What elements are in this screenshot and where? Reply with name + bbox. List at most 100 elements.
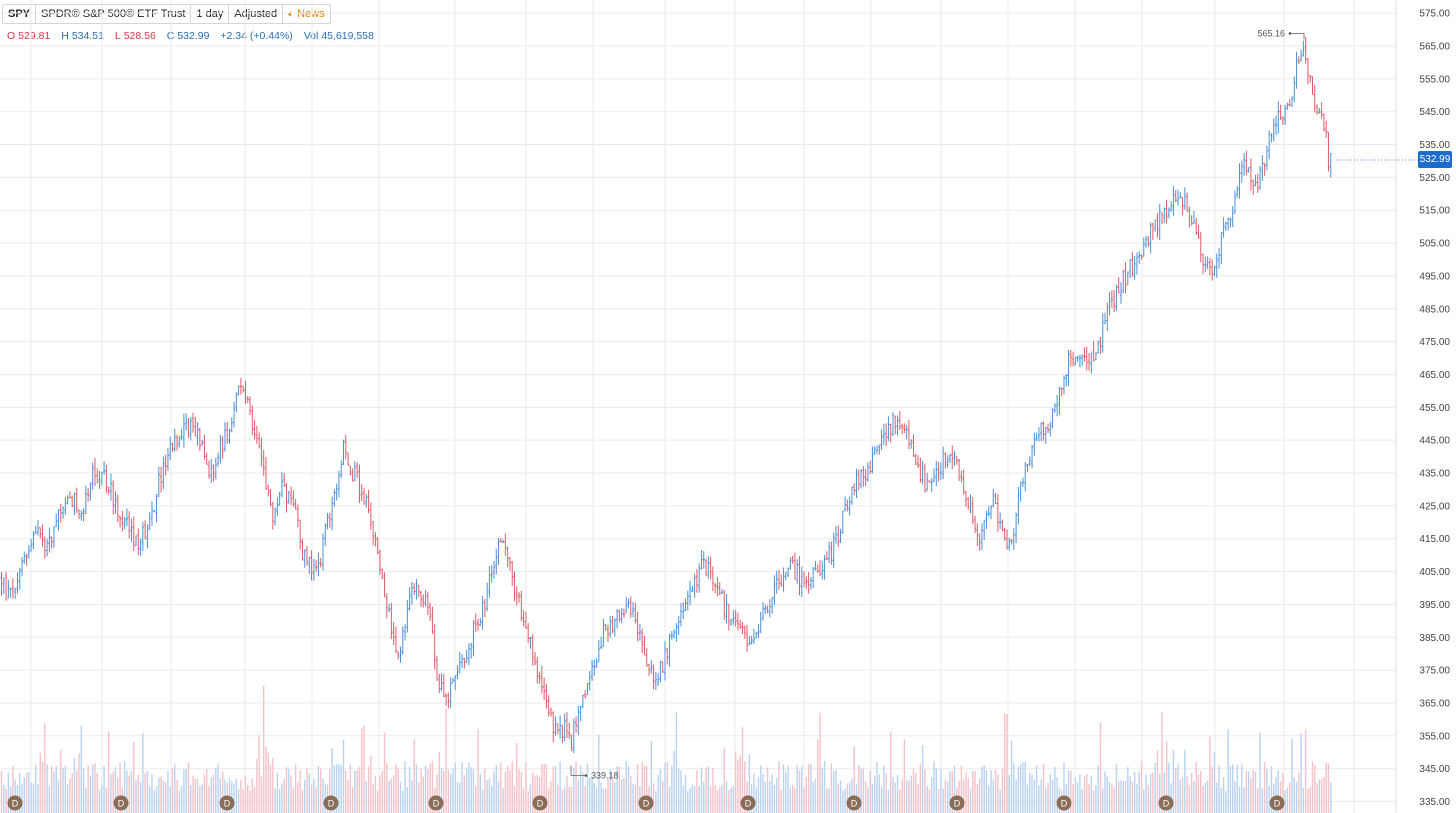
ohlc-bar [157, 466, 160, 498]
volume-bar [164, 782, 167, 813]
ohlc-bar [1049, 421, 1052, 437]
news-button[interactable]: 🔈︎ News [283, 5, 330, 23]
ohlc-bar [985, 510, 988, 529]
ohlc-bar [431, 606, 434, 634]
volume-bar [1311, 761, 1314, 813]
interval-selector[interactable]: 1 day [191, 5, 230, 23]
ohlc-bar [1274, 115, 1278, 136]
ohlc-bar [1005, 529, 1009, 550]
ohlc-bar [41, 524, 44, 547]
symbol-name[interactable]: SPDR® S&P 500® ETF Trust [36, 5, 192, 23]
ohlc-bar [761, 602, 765, 621]
volume-bar [536, 774, 538, 813]
dividend-marker[interactable]: D [428, 795, 444, 811]
dividend-marker[interactable]: D [219, 795, 235, 811]
volume-bar [317, 766, 320, 813]
volume-bar [1092, 790, 1095, 813]
ohlc-bar [668, 633, 671, 667]
volume-bar [1017, 766, 1020, 813]
ohlc-bar [48, 527, 51, 553]
ohlc-bar [438, 673, 441, 694]
volume-bar [641, 761, 643, 813]
volume-bar [1006, 714, 1008, 813]
volume-bar [1186, 776, 1188, 813]
volume-bar [655, 790, 657, 813]
volume-bar [833, 771, 835, 813]
ohlc-bar [0, 571, 3, 596]
ohlc-bar [1304, 36, 1307, 64]
ohlc-bar [807, 572, 810, 594]
volume-bar [817, 739, 819, 813]
ohlc-bar [1097, 340, 1100, 354]
volume-bar [1054, 766, 1056, 813]
ohlc-bar [955, 456, 958, 465]
volume-bar [244, 775, 247, 813]
dividend-marker[interactable]: D [1158, 795, 1174, 811]
ohlc-bar [600, 636, 603, 649]
dividend-marker[interactable]: D [949, 795, 965, 811]
ohlc-bar [983, 520, 986, 540]
dividend-marker[interactable]: D [638, 795, 654, 811]
ohlc-bar [1183, 187, 1186, 210]
ohlc-bar [285, 483, 288, 513]
dividend-marker[interactable]: D [1269, 795, 1285, 811]
symbol-ticker[interactable]: SPY [3, 5, 37, 23]
ohlc-bar [597, 640, 600, 662]
ohlc-bar [745, 625, 749, 653]
ohlc-bar [992, 488, 995, 508]
ohlc-bar [885, 423, 888, 447]
volume-bar [1045, 787, 1047, 813]
dividend-marker[interactable]: D [740, 795, 756, 811]
dividend-marker[interactable]: D [113, 795, 129, 811]
volume-bar [1254, 772, 1257, 813]
ohlc-bar [264, 456, 268, 490]
ohlc-bar [764, 604, 767, 614]
ohlc-bar [928, 480, 931, 483]
ohlc-bar [1149, 222, 1152, 254]
y-tick-label: 535.00 [1419, 140, 1450, 151]
volume-bar [322, 778, 324, 813]
volume-bar [180, 786, 183, 813]
volume-bar [210, 777, 212, 813]
volume-bar [880, 787, 883, 813]
ohlc-bar [755, 631, 758, 639]
volume-bar [919, 763, 922, 813]
volume-bar [85, 787, 87, 813]
ohlc-bar [1245, 150, 1248, 176]
volume-bar [1259, 732, 1261, 813]
ohlc-bar [75, 487, 78, 514]
ohlc-bar [14, 587, 17, 600]
dividend-marker[interactable]: D [323, 795, 339, 811]
volume-bar [967, 778, 969, 813]
ohlc-bar [1101, 313, 1104, 353]
volume-bar [1261, 788, 1264, 813]
dividend-marker[interactable]: D [7, 795, 23, 811]
volume-bar [1022, 762, 1024, 813]
ohlc-bar [663, 640, 667, 681]
volume-bar [650, 740, 652, 813]
speaker-icon: 🔈︎ [288, 9, 295, 20]
volume-bar [190, 785, 192, 813]
volume-bar [463, 775, 466, 813]
dividend-marker[interactable]: D [532, 795, 548, 811]
ohlc-bar [315, 560, 318, 572]
dividend-marker[interactable]: D [846, 795, 862, 811]
ohlc-bar [812, 566, 815, 589]
ohlc-bar [237, 385, 240, 396]
volume-bar [725, 781, 728, 813]
volume-bar [965, 772, 967, 813]
volume-bar [978, 779, 981, 813]
volume-bar [12, 765, 14, 813]
volume-bar [632, 783, 634, 813]
ohlc-bar [923, 463, 926, 493]
ohlc-bar [1247, 167, 1250, 173]
volume-bar [445, 707, 447, 813]
y-tick-label: 375.00 [1419, 666, 1450, 677]
ohlc-bar [331, 496, 334, 531]
dividend-marker[interactable]: D [1056, 795, 1072, 811]
ohlc-bar [390, 602, 393, 640]
y-tick-label: 415.00 [1419, 534, 1450, 545]
volume-bar [249, 790, 251, 813]
volume-bar [625, 761, 627, 813]
